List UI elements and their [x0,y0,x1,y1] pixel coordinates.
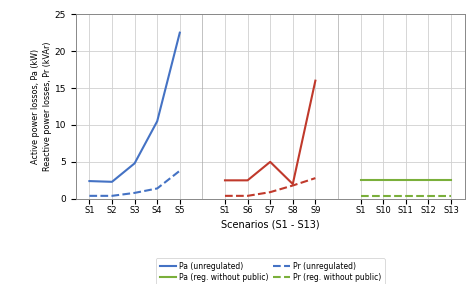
Y-axis label: Active power lossos, Pa (kW)
Reactive power losses, Pr (kVAr): Active power lossos, Pa (kW) Reactive po… [31,42,52,171]
X-axis label: Scenarios (S1 - S13): Scenarios (S1 - S13) [221,220,319,229]
Legend: Pa (unregulated), Pa (reg. without public), Pa (regulated), Pr (unregulated), Pr: Pa (unregulated), Pa (reg. without publi… [156,258,384,284]
